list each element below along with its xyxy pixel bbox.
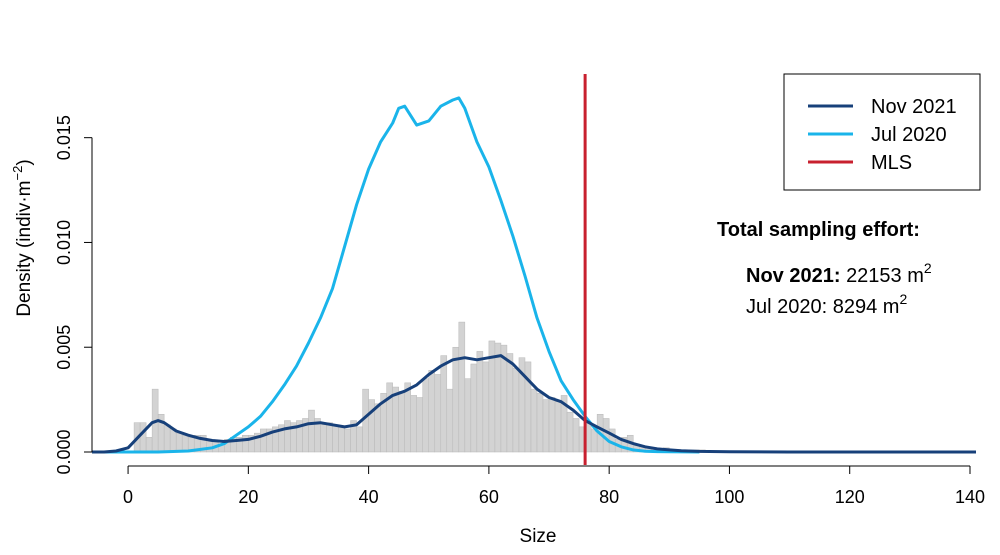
histogram-bar bbox=[590, 428, 598, 453]
legend: Nov 2021 Jul 2020 MLS bbox=[783, 73, 981, 191]
histogram-bar bbox=[434, 374, 442, 453]
y-axis: 0.000 0.005 0.010 0.015 bbox=[54, 115, 93, 475]
sampling-effort-annotation: Total sampling effort: Nov 2021: 22153 m… bbox=[717, 219, 932, 318]
x-tick-label: 40 bbox=[359, 487, 379, 507]
histogram-bar bbox=[326, 422, 333, 453]
histogram-bar bbox=[344, 428, 351, 453]
histogram-bar bbox=[410, 395, 417, 453]
legend-label: MLS bbox=[871, 152, 912, 174]
histogram-bar bbox=[458, 321, 466, 453]
histogram-bar bbox=[242, 434, 249, 453]
y-tick-label: 0.000 bbox=[54, 429, 74, 474]
histogram-bar bbox=[169, 428, 177, 453]
histogram-bar bbox=[566, 411, 574, 453]
histogram-bar bbox=[260, 428, 267, 453]
histogram-bar bbox=[284, 420, 291, 453]
x-tick-label: 140 bbox=[955, 487, 985, 507]
annotation-line-nov: Nov 2021: 22153 m2 bbox=[746, 260, 932, 287]
x-tick-label: 120 bbox=[835, 487, 865, 507]
histogram-bar bbox=[554, 401, 562, 453]
histogram-bar bbox=[416, 397, 423, 453]
histogram-bar bbox=[446, 388, 454, 453]
legend-label: Jul 2020 bbox=[871, 124, 947, 146]
histogram-bar bbox=[494, 342, 502, 453]
histogram-bar bbox=[464, 378, 472, 453]
annotation-title: Total sampling effort: bbox=[717, 219, 920, 241]
legend-box bbox=[783, 73, 981, 191]
histogram-bar bbox=[422, 378, 430, 453]
histogram-bar bbox=[392, 386, 399, 453]
histogram-bar bbox=[482, 361, 490, 453]
density-lines bbox=[92, 96, 976, 454]
histogram-bar bbox=[139, 422, 147, 453]
histogram-bar bbox=[145, 437, 153, 453]
histogram-bar bbox=[386, 382, 393, 453]
histogram-bar bbox=[338, 426, 345, 453]
x-tick-label: 60 bbox=[479, 487, 499, 507]
histogram-bar bbox=[428, 370, 436, 453]
histogram-bar bbox=[398, 390, 405, 453]
histogram-bar bbox=[452, 346, 460, 453]
legend-label: Nov 2021 bbox=[871, 96, 957, 118]
histogram-bar bbox=[308, 409, 315, 453]
histogram-bar bbox=[440, 355, 448, 453]
histogram-bar bbox=[374, 403, 381, 453]
histogram-bar bbox=[548, 397, 556, 453]
histogram-bar bbox=[470, 363, 478, 453]
histogram-bar bbox=[512, 367, 520, 453]
histogram-bar bbox=[356, 426, 363, 453]
histogram-bar bbox=[181, 434, 189, 453]
histogram-bar bbox=[500, 344, 508, 453]
x-tick-label: 80 bbox=[599, 487, 619, 507]
histogram-bar bbox=[404, 382, 411, 453]
x-axis: 0 20 40 60 80 100 120 140 bbox=[123, 465, 985, 507]
histogram-bar bbox=[542, 399, 550, 453]
histogram-bar bbox=[163, 424, 171, 453]
y-tick-label: 0.005 bbox=[54, 325, 74, 370]
x-tick-label: 0 bbox=[123, 487, 133, 507]
x-axis-label: Size bbox=[520, 526, 557, 547]
histogram-bar bbox=[368, 399, 375, 453]
x-tick-label: 20 bbox=[238, 487, 258, 507]
y-axis-label: Density (indiv·m−2) bbox=[10, 159, 35, 316]
histogram-bars bbox=[133, 321, 706, 453]
histogram-bar bbox=[332, 424, 339, 453]
annotation-line-jul: Jul 2020: 8294 m2 bbox=[746, 291, 907, 318]
histogram-bar bbox=[572, 418, 580, 453]
histogram-bar bbox=[476, 351, 484, 453]
histogram-bar bbox=[536, 393, 544, 453]
histogram-bar bbox=[175, 432, 183, 453]
histogram-bar bbox=[530, 388, 538, 453]
y-tick-label: 0.015 bbox=[54, 115, 74, 160]
series-line-nov-2021 bbox=[92, 354, 976, 454]
y-tick-label: 0.010 bbox=[54, 220, 74, 265]
x-tick-label: 100 bbox=[714, 487, 744, 507]
histogram-bar bbox=[320, 424, 327, 453]
histogram-bar bbox=[506, 353, 514, 453]
